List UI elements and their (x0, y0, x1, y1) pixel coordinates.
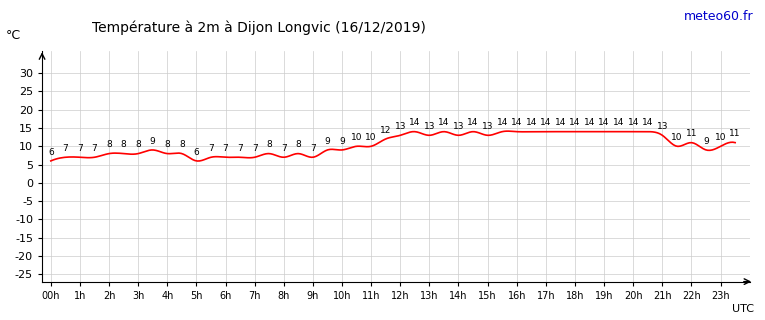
Text: 8: 8 (135, 140, 141, 149)
Text: 11: 11 (729, 130, 741, 139)
Text: 14: 14 (642, 118, 653, 127)
Text: 8: 8 (179, 140, 184, 149)
Text: 13: 13 (453, 122, 464, 131)
Text: 7: 7 (92, 144, 97, 153)
Text: 7: 7 (208, 144, 214, 153)
Text: 14: 14 (584, 118, 595, 127)
Text: 7: 7 (237, 144, 243, 153)
Text: 7: 7 (310, 144, 316, 153)
Text: °C: °C (6, 29, 21, 42)
Text: 13: 13 (656, 122, 668, 131)
Text: 12: 12 (380, 126, 392, 135)
Text: 14: 14 (496, 118, 508, 127)
Text: 14: 14 (569, 118, 581, 127)
Text: 10: 10 (671, 133, 682, 142)
Text: 6: 6 (194, 148, 200, 157)
Text: 8: 8 (121, 140, 126, 149)
Text: 10: 10 (351, 133, 363, 142)
Text: 14: 14 (627, 118, 639, 127)
Text: 7: 7 (252, 144, 258, 153)
Text: 7: 7 (77, 144, 83, 153)
Text: 7: 7 (223, 144, 229, 153)
Text: 8: 8 (106, 140, 112, 149)
Text: 9: 9 (324, 137, 330, 146)
Text: UTC: UTC (731, 304, 754, 314)
Text: 14: 14 (511, 118, 522, 127)
Text: 7: 7 (63, 144, 68, 153)
Text: 14: 14 (613, 118, 624, 127)
Text: 7: 7 (281, 144, 287, 153)
Text: 13: 13 (424, 122, 435, 131)
Text: 11: 11 (685, 130, 697, 139)
Text: 10: 10 (366, 133, 377, 142)
Text: meteo60.fr: meteo60.fr (684, 10, 754, 23)
Text: 8: 8 (295, 140, 301, 149)
Text: 14: 14 (467, 118, 479, 127)
Text: 14: 14 (555, 118, 566, 127)
Text: 9: 9 (150, 137, 155, 146)
Text: 8: 8 (266, 140, 272, 149)
Text: 14: 14 (540, 118, 552, 127)
Text: 14: 14 (438, 118, 450, 127)
Text: 9: 9 (339, 137, 345, 146)
Text: 14: 14 (598, 118, 610, 127)
Text: 9: 9 (703, 137, 709, 146)
Text: 13: 13 (395, 122, 406, 131)
Text: Température à 2m à Dijon Longvic (16/12/2019): Température à 2m à Dijon Longvic (16/12/… (92, 20, 425, 35)
Text: 8: 8 (164, 140, 170, 149)
Text: 6: 6 (48, 148, 54, 157)
Text: 13: 13 (482, 122, 493, 131)
Text: 14: 14 (526, 118, 537, 127)
Text: 10: 10 (715, 133, 726, 142)
Text: 14: 14 (409, 118, 421, 127)
